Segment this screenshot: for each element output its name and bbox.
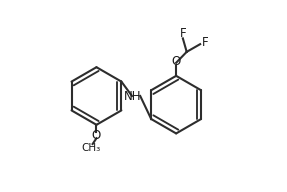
Text: O: O [92, 129, 101, 142]
Text: F: F [180, 27, 186, 40]
Text: O: O [172, 55, 181, 68]
Text: NH: NH [124, 89, 142, 103]
Text: CH₃: CH₃ [81, 143, 100, 153]
Text: F: F [202, 36, 208, 49]
